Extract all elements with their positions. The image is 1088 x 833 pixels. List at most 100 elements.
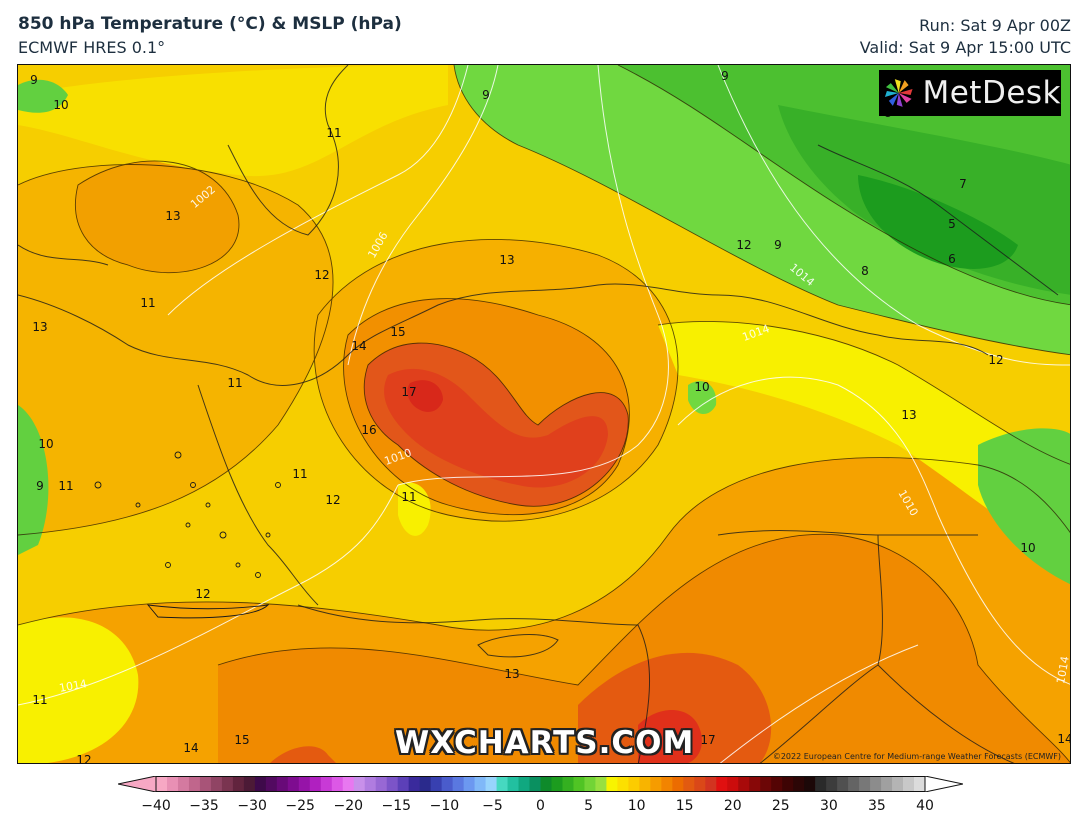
colorbar-swatch bbox=[606, 776, 618, 792]
contour-label: 9 bbox=[30, 73, 38, 87]
colorbar-swatch bbox=[738, 776, 750, 792]
weather-map[interactable]: 9 10 9 11 13 12 11 13 11 10 9 11 12 11 1… bbox=[17, 64, 1071, 764]
colorbar-swatch bbox=[529, 776, 541, 792]
contour-label: 11 bbox=[326, 126, 342, 140]
contour-label: 13 bbox=[165, 209, 181, 223]
contour-label: 10 bbox=[694, 380, 710, 394]
colorbar-swatch bbox=[595, 776, 607, 792]
contour-label: 11 bbox=[58, 479, 74, 493]
contour-label: 10 bbox=[38, 437, 54, 451]
colorbar-tick-label: −35 bbox=[189, 798, 219, 814]
metdesk-logo: MetDesk bbox=[879, 70, 1061, 116]
colorbar-swatch bbox=[815, 776, 827, 792]
colorbar-tick-label: 0 bbox=[536, 798, 545, 814]
colorbar-swatch bbox=[221, 776, 234, 792]
colorbar-swatch bbox=[771, 776, 783, 792]
colorbar-swatch bbox=[287, 776, 300, 792]
colorbar-swatch bbox=[903, 776, 915, 792]
contour-label: 12 bbox=[314, 268, 330, 282]
colorbar-swatch bbox=[727, 776, 739, 792]
logo-text: MetDesk bbox=[922, 75, 1061, 111]
colorbar-swatch bbox=[254, 776, 267, 792]
colorbar-swatch bbox=[364, 776, 377, 792]
colorbar-swatch bbox=[716, 776, 728, 792]
colorbar-tick-label: 20 bbox=[723, 798, 742, 814]
colorbar-swatch bbox=[518, 776, 531, 792]
colorbar-swatch bbox=[584, 776, 596, 792]
colorbar-swatch bbox=[331, 776, 344, 792]
contour-label: 11 bbox=[401, 490, 417, 504]
colorbar-swatch bbox=[441, 776, 454, 792]
colorbar-swatch bbox=[232, 776, 245, 792]
colorbar-max-arrow bbox=[924, 776, 963, 792]
contour-label: 7 bbox=[959, 177, 967, 191]
colorbar-swatch bbox=[243, 776, 256, 792]
colorbar-swatch bbox=[683, 776, 695, 792]
colorbar-swatch bbox=[837, 776, 849, 792]
colorbar-swatch bbox=[474, 776, 487, 792]
colorbar-swatch bbox=[551, 776, 563, 792]
colorbar-tick-label: 30 bbox=[819, 798, 838, 814]
colorbar-min-arrow bbox=[118, 776, 157, 792]
watermark: WXCHARTS.COM bbox=[395, 725, 695, 761]
colorbar-swatch bbox=[177, 776, 190, 792]
colorbar-swatch bbox=[628, 776, 640, 792]
contour-label: 12 bbox=[76, 753, 92, 764]
temperature-field bbox=[18, 65, 1070, 763]
colorbar-swatch bbox=[298, 776, 311, 792]
colorbar-swatch bbox=[870, 776, 882, 792]
colorbar-tick-label: −25 bbox=[285, 798, 315, 814]
colorbar-swatch bbox=[804, 776, 816, 792]
contour-label: 15 bbox=[390, 325, 406, 339]
colorbar-swatch bbox=[793, 776, 805, 792]
colorbar-swatch bbox=[573, 776, 585, 792]
contour-label: 14 bbox=[351, 339, 367, 353]
colorbar-swatch bbox=[408, 776, 421, 792]
colorbar-tick-label: −10 bbox=[429, 798, 460, 814]
chart-title: 850 hPa Temperature (°C) & MSLP (hPa) bbox=[18, 14, 402, 34]
contour-label: 11 bbox=[292, 467, 308, 481]
colorbar-frame bbox=[155, 776, 926, 792]
colorbar-swatch bbox=[650, 776, 662, 792]
colorbar-swatch bbox=[914, 776, 926, 792]
colorbar-swatch bbox=[496, 776, 509, 792]
contour-label: 8 bbox=[861, 264, 869, 278]
run-time: Run: Sat 9 Apr 00Z bbox=[919, 16, 1071, 35]
colorbar-tick-label: 40 bbox=[916, 798, 934, 814]
contour-label: 13 bbox=[901, 408, 917, 422]
contour-label: 13 bbox=[32, 320, 48, 334]
colorbar-tick-label: −20 bbox=[333, 798, 364, 814]
contour-label: 16 bbox=[361, 423, 377, 437]
colorbar-tick-label: 35 bbox=[868, 798, 886, 814]
colorbar-swatch bbox=[639, 776, 651, 792]
contour-label: 11 bbox=[140, 296, 156, 310]
colorbar-swatch bbox=[452, 776, 465, 792]
colorbar-swatch bbox=[199, 776, 212, 792]
colorbar-swatch bbox=[320, 776, 333, 792]
contour-label: 17 bbox=[401, 385, 417, 399]
colorbar-tick-label: −30 bbox=[237, 798, 267, 814]
copyright-notice: ©2022 European Centre for Medium-range W… bbox=[772, 752, 1061, 761]
colorbar-swatch bbox=[353, 776, 366, 792]
colorbar-swatch bbox=[848, 776, 860, 792]
temperature-colorbar bbox=[118, 776, 963, 792]
contour-label: 17 bbox=[700, 733, 716, 747]
colorbar-swatch bbox=[760, 776, 772, 792]
colorbar-swatch bbox=[188, 776, 201, 792]
contour-label: 11 bbox=[227, 376, 243, 390]
contour-label: 14 bbox=[1057, 732, 1070, 746]
contour-label: 10 bbox=[53, 98, 69, 112]
colorbar-tick-label: 10 bbox=[627, 798, 646, 814]
colorbar-tick-label: 15 bbox=[675, 798, 694, 814]
colorbar-swatch bbox=[562, 776, 574, 792]
colorbar-swatch bbox=[705, 776, 717, 792]
colorbar-swatch bbox=[672, 776, 684, 792]
colorbar-swatch bbox=[430, 776, 443, 792]
colorbar-swatch bbox=[617, 776, 629, 792]
contour-label: 12 bbox=[736, 238, 752, 252]
colorbar-swatch bbox=[540, 776, 552, 792]
colorbar-swatch bbox=[463, 776, 476, 792]
colorbar-swatch bbox=[782, 776, 794, 792]
contour-label: 11 bbox=[32, 693, 48, 707]
colorbar-swatch bbox=[342, 776, 355, 792]
